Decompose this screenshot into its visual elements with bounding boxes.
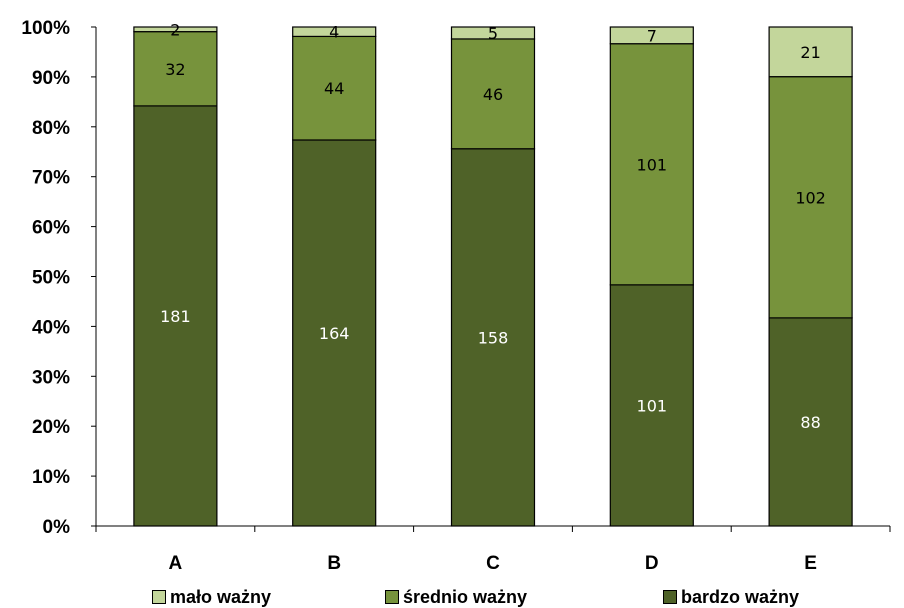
bar-segment bbox=[768, 26, 853, 78]
bar-segment bbox=[609, 26, 694, 45]
data-label: 102 bbox=[795, 188, 826, 207]
bar-segment bbox=[609, 43, 694, 286]
data-label: 101 bbox=[637, 396, 668, 415]
bar-segment bbox=[450, 26, 536, 40]
x-tick-label: D bbox=[645, 553, 659, 574]
data-label: 164 bbox=[319, 324, 350, 343]
y-tick-label: 30% bbox=[32, 367, 70, 388]
data-label: 44 bbox=[324, 79, 344, 98]
legend-swatch bbox=[152, 590, 166, 604]
y-tick-label: 60% bbox=[32, 218, 70, 239]
bars bbox=[133, 26, 853, 527]
y-tick-label: 100% bbox=[21, 18, 70, 39]
bar-segment bbox=[133, 105, 218, 527]
data-label: 2 bbox=[170, 20, 180, 39]
data-label: 101 bbox=[637, 155, 668, 174]
axes: 0% 10% 20% 30% 40% 50% 60% 70% 80% 90% 100% A B C D E bbox=[21, 18, 891, 574]
bar-segment bbox=[768, 317, 853, 527]
data-label: 88 bbox=[800, 413, 820, 432]
data-label: 32 bbox=[165, 60, 185, 79]
data-label: 181 bbox=[160, 307, 191, 326]
legend-label: bardzo ważny bbox=[681, 586, 800, 607]
y-tick-label: 70% bbox=[32, 168, 70, 189]
legend-swatch bbox=[385, 590, 399, 604]
y-tick-label: 20% bbox=[32, 417, 70, 438]
y-tick-label: 50% bbox=[32, 268, 70, 289]
x-tick-label: E bbox=[804, 553, 817, 574]
bar-segment bbox=[609, 284, 694, 527]
data-label: 4 bbox=[329, 23, 339, 42]
data-label: 7 bbox=[647, 26, 657, 45]
legend-label: mało ważny bbox=[170, 586, 272, 607]
bar-segment bbox=[292, 26, 377, 38]
x-tick-label: B bbox=[327, 553, 341, 574]
x-tick-label: A bbox=[169, 553, 183, 574]
legend-item: mało ważny bbox=[152, 587, 271, 607]
y-tick-label: 90% bbox=[32, 68, 70, 89]
y-tick-label: 0% bbox=[43, 517, 71, 538]
legend-item: średnio ważny bbox=[385, 587, 527, 607]
data-label: 5 bbox=[488, 24, 498, 43]
data-label: 21 bbox=[800, 43, 820, 62]
legend: mało ważny średnio ważny bardzo ważny bbox=[0, 585, 904, 607]
y-tick-label: 80% bbox=[32, 118, 70, 139]
data-label: 158 bbox=[478, 328, 509, 347]
y-tick-label: 10% bbox=[32, 467, 70, 488]
bar-segment bbox=[292, 139, 377, 527]
bar-segment bbox=[133, 31, 218, 107]
y-tick-label: 40% bbox=[32, 317, 70, 338]
x-tick-label: C bbox=[486, 553, 500, 574]
bar-segment bbox=[768, 76, 853, 319]
legend-label: średnio ważny bbox=[403, 586, 528, 607]
legend-item: bardzo ważny bbox=[663, 587, 799, 607]
data-label: 46 bbox=[483, 85, 503, 104]
legend-swatch bbox=[663, 590, 677, 604]
bar-segment bbox=[133, 26, 218, 33]
